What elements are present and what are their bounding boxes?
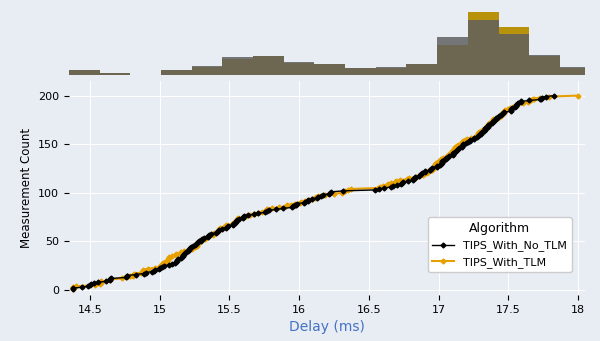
TIPS_With_TLM [500,110,508,114]
Bar [437,36,468,75]
Bar [345,69,376,75]
Bar [529,56,560,75]
Bar [376,67,406,75]
TIPS_With_TLM [176,251,184,255]
Bar [192,67,223,75]
TIPS_With_No_TLM [122,276,130,280]
TIPS_With_No_TLM [181,251,188,255]
TIPS_With_TLM [574,93,581,98]
Bar [345,69,376,75]
Bar [284,61,314,75]
TIPS_With_TLM [124,276,131,280]
X-axis label: Delay (ms): Delay (ms) [289,320,365,334]
TIPS_With_No_TLM [102,279,109,283]
Bar [437,45,468,75]
TIPS_With_No_TLM [512,103,520,107]
Bar [560,69,590,75]
Bar [253,56,284,75]
Bar [376,69,406,75]
TIPS_With_No_TLM [70,287,77,291]
Bar [314,64,345,75]
Bar [192,66,223,75]
Bar [161,70,192,75]
Bar [314,64,345,75]
Bar [560,67,590,75]
Bar [100,73,130,75]
Legend: TIPS_With_No_TLM, TIPS_With_TLM: TIPS_With_No_TLM, TIPS_With_TLM [428,218,572,272]
Bar [499,34,529,75]
TIPS_With_TLM [70,287,77,291]
Bar [223,57,253,75]
TIPS_With_No_TLM [200,236,207,240]
TIPS_With_No_TLM [500,110,508,114]
Bar [161,70,192,75]
Bar [69,70,100,75]
Bar [529,55,560,75]
Bar [253,56,284,75]
Bar [69,70,100,75]
Bar [499,27,529,75]
TIPS_With_TLM [203,236,210,240]
Bar [100,73,130,75]
Bar [468,20,499,75]
Bar [223,59,253,75]
Bar [406,64,437,75]
Bar [468,12,499,75]
TIPS_With_No_TLM [550,93,557,98]
Bar [284,63,314,75]
Bar [406,64,437,75]
TIPS_With_TLM [513,103,520,107]
TIPS_With_TLM [97,279,104,283]
Line: TIPS_With_No_TLM: TIPS_With_No_TLM [71,94,556,291]
Line: TIPS_With_TLM: TIPS_With_TLM [71,94,580,291]
Y-axis label: Measurement Count: Measurement Count [20,128,32,248]
